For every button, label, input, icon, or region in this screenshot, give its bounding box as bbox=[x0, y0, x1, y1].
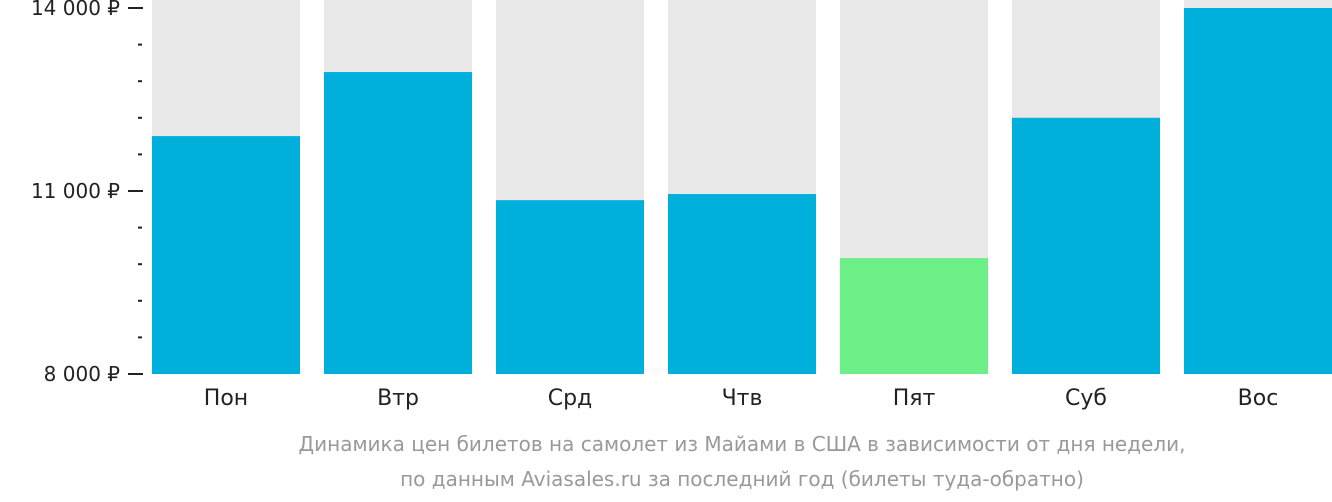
x-tick-label: Суб bbox=[1065, 386, 1107, 411]
bar-1 bbox=[324, 72, 472, 375]
chart-caption-line-2: по данным Aviasales.ru за последний год … bbox=[400, 467, 1084, 491]
y-tick-label: 14 000 ₽ bbox=[31, 0, 120, 20]
y-tick-label: 8 000 ₽ bbox=[44, 362, 121, 386]
bars bbox=[152, 8, 1332, 375]
x-axis: Пон Втр Срд Чтв Пят Суб Вос bbox=[204, 386, 1279, 411]
x-tick-label: Пон bbox=[204, 386, 248, 411]
x-tick-label: Чтв bbox=[722, 386, 763, 411]
y-axis: 14 000 ₽ 11 000 ₽ 8 000 ₽ bbox=[31, 0, 143, 386]
bar-5 bbox=[1012, 117, 1160, 375]
bar-6 bbox=[1184, 8, 1332, 374]
price-by-weekday-chart: 14 000 ₽ 11 000 ₽ 8 000 ₽ Пон Втр Срд Чтв Пят С… bbox=[31, 0, 1332, 411]
y-tick-label: 11 000 ₽ bbox=[31, 179, 120, 203]
bar-4 bbox=[840, 258, 988, 374]
x-tick-label: Срд bbox=[548, 386, 593, 411]
bar-0 bbox=[152, 136, 300, 374]
bar-2 bbox=[496, 200, 644, 374]
x-tick-label: Вос bbox=[1238, 386, 1279, 411]
chart-caption-line-1: Динамика цен билетов на самолет из Майам… bbox=[298, 432, 1186, 456]
x-tick-label: Втр bbox=[377, 386, 419, 411]
x-tick-label: Пят bbox=[893, 386, 936, 411]
bar-3 bbox=[668, 194, 816, 374]
